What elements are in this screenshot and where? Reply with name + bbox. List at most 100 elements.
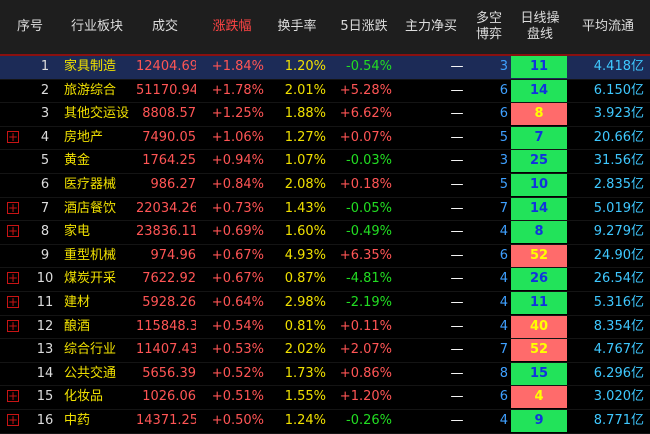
volume-value: 8808.57 <box>142 106 196 122</box>
volume-value: 11407.43 <box>136 342 196 358</box>
sector-name[interactable]: 医疗器械 <box>64 176 117 192</box>
header-five-day[interactable]: 5日涨跌 <box>340 19 388 34</box>
daily-ops-badge: 9 <box>511 409 567 432</box>
table-row[interactable]: 5 黄金 1764.25 +0.94% 1.07% -0.03% — 3 25 31.56亿 <box>0 150 650 174</box>
expand-icon[interactable]: + <box>7 389 19 404</box>
avg-flow-value: 6.150亿 <box>593 82 644 98</box>
sector-name[interactable]: 黄金 <box>64 153 91 169</box>
sector-name[interactable]: 房地产 <box>64 129 104 145</box>
table-row[interactable]: 13 综合行业 11407.43 +0.53% 2.02% +2.07% — 7 52 4.767… <box>0 339 650 363</box>
header-sector[interactable]: 行业板块 <box>70 19 123 34</box>
sector-name[interactable]: 公共交通 <box>64 365 117 381</box>
turnover-value: 4.93% <box>284 247 326 263</box>
sector-name[interactable]: 煤炭开采 <box>64 271 117 287</box>
sector-name[interactable]: 建材 <box>64 294 91 310</box>
five-day-value: -0.03% <box>346 153 392 169</box>
expand-icon[interactable]: + <box>7 224 19 239</box>
table-header: 序号 行业板块 成交 涨跌幅 换手率 5日涨跌 主力净买 多空 博弈 日线操 盘… <box>0 0 650 56</box>
table-row[interactable]: +7 酒店餐饮 22034.26 +0.73% 1.43% -0.05% —7 14 5.019… <box>0 197 650 222</box>
daily-ops-badge: 10 <box>511 173 567 196</box>
change-value: +0.67% <box>211 271 264 287</box>
sector-name[interactable]: 中药 <box>64 412 91 428</box>
table-row[interactable]: +10 煤炭开采 7622.92 +0.67% 0.87% -4.81% — 4 26 26.54… <box>0 268 650 292</box>
header-daily-ops[interactable]: 日线操 盘线 <box>520 11 560 42</box>
table-row[interactable]: +15 化妆品 1026.06 +0.51% 1.55% +1.20% — 6 4 3.020亿 <box>0 386 650 410</box>
volume-value: 986.27 <box>150 176 197 192</box>
turnover-value: 1.73% <box>284 365 326 381</box>
five-day-value: -0.05% <box>346 200 392 216</box>
turnover-value: 1.24% <box>284 412 326 428</box>
five-day-value: +6.62% <box>339 106 392 122</box>
change-value: +0.50% <box>211 412 264 428</box>
long-short-value: 8 <box>499 365 508 381</box>
table-row[interactable]: 14 公共交通 5656.39 +0.52% 1.73% +0.86% — 8 15 6.296亿 <box>0 362 650 387</box>
long-short-value: 7 <box>499 200 508 216</box>
header-change[interactable]: 涨跌幅 <box>212 19 252 34</box>
five-day-value: -0.26% <box>346 412 392 428</box>
expand-icon[interactable]: + <box>7 271 19 286</box>
expand-icon[interactable]: + <box>7 412 19 427</box>
header-index[interactable]: 序号 <box>16 19 43 34</box>
five-day-value: +0.07% <box>339 129 392 145</box>
sector-name[interactable]: 旅游综合 <box>64 82 117 98</box>
daily-ops-badge: 15 <box>511 362 567 385</box>
table-row[interactable]: 6 医疗器械 986.27 +0.84% 2.08% +0.18% — 5 10 2.835亿 <box>0 173 650 198</box>
five-day-value: +0.18% <box>339 176 392 192</box>
expand-icon[interactable]: + <box>7 200 19 215</box>
table-row[interactable]: 3 其他交运设 8808.57 +1.25% 1.88% +6.62% — 6 8 3.923亿 <box>0 103 650 127</box>
table-row[interactable]: +4 房地产 7490.05 +1.06% 1.27% +0.07% — 5 7 20.66亿 <box>0 126 650 151</box>
sector-name[interactable]: 综合行业 <box>64 342 117 358</box>
table-row[interactable]: +11 建材 5928.26 +0.64% 2.98% -2.19% —4 11 5.316亿 <box>0 291 650 316</box>
sector-name[interactable]: 家具制造 <box>64 59 117 74</box>
row-index: 8 <box>40 224 50 240</box>
main-net-value: — <box>450 412 464 428</box>
expand-icon[interactable]: + <box>7 294 19 309</box>
avg-flow-value: 8.771亿 <box>593 412 644 428</box>
sector-name[interactable]: 酒店餐饮 <box>64 200 117 216</box>
daily-ops-badge: 8 <box>511 103 567 126</box>
daily-ops-badge: 52 <box>511 244 567 267</box>
header-long-short[interactable]: 多空 博弈 <box>475 11 502 42</box>
long-short-value: 4 <box>499 412 508 428</box>
change-value: +0.52% <box>211 365 264 381</box>
sector-name[interactable]: 家电 <box>64 224 91 240</box>
main-net-value: — <box>450 129 464 145</box>
expand-icon[interactable]: + <box>7 129 19 144</box>
turnover-value: 1.60% <box>284 224 326 240</box>
avg-flow-value: 2.835亿 <box>593 176 644 192</box>
main-net-value: — <box>450 342 464 358</box>
table-row[interactable]: +12 酿酒 115848.30 +0.54% 0.81% +0.11% — 440 8.354… <box>0 315 650 340</box>
volume-value: 14371.25 <box>136 412 196 428</box>
sector-name[interactable]: 重型机械 <box>64 247 117 263</box>
table-row[interactable]: 9 重型机械 974.96 +0.67% 4.93% +6.35% — 6 52 24.90亿 <box>0 244 650 269</box>
avg-flow-value: 3.923亿 <box>593 106 644 122</box>
long-short-value: 4 <box>499 318 508 334</box>
table-row[interactable]: +16 中药 14371.25 +0.50% 1.24% -0.26% — 4 9 8.771亿 <box>0 409 650 434</box>
five-day-value: +1.20% <box>339 389 392 405</box>
change-value: +0.73% <box>211 200 264 216</box>
row-index: 7 <box>40 200 50 216</box>
volume-value: 5656.39 <box>142 365 196 381</box>
main-net-value: — <box>450 82 464 98</box>
main-net-value: — <box>450 200 464 216</box>
avg-flow-value: 5.316亿 <box>593 294 644 310</box>
sector-name[interactable]: 化妆品 <box>64 389 104 405</box>
header-main-net[interactable]: 主力净买 <box>404 19 457 34</box>
sector-name[interactable]: 其他交运设 <box>64 106 130 122</box>
avg-flow-value: 4.418亿 <box>593 59 644 74</box>
row-index: 3 <box>40 106 50 122</box>
header-volume[interactable]: 成交 <box>151 19 178 34</box>
row-index: 15 <box>36 389 54 405</box>
expand-icon[interactable]: + <box>7 318 19 333</box>
five-day-value: +0.11% <box>339 318 392 334</box>
change-value: +0.67% <box>211 247 264 263</box>
table-row[interactable]: +8 家电 23836.11 +0.69% 1.60% -0.49% —4 8 9.279亿 <box>0 221 650 245</box>
volume-value: 1026.06 <box>142 389 196 405</box>
table-row[interactable]: 2 旅游综合 51170.94 +1.78% 2.01% +5.28% — 6 14 6.150亿 <box>0 79 650 104</box>
header-avg-flow[interactable]: 平均流通 <box>581 19 634 34</box>
daily-ops-badge: 52 <box>511 339 567 362</box>
sector-name[interactable]: 酿酒 <box>64 318 91 334</box>
main-net-value: — <box>450 365 464 381</box>
table-row[interactable]: 1 家具制造 12404.69 +1.84% 1.20% -0.54% — 3 11 4.418亿 <box>0 56 650 80</box>
header-turnover[interactable]: 换手率 <box>277 19 317 34</box>
